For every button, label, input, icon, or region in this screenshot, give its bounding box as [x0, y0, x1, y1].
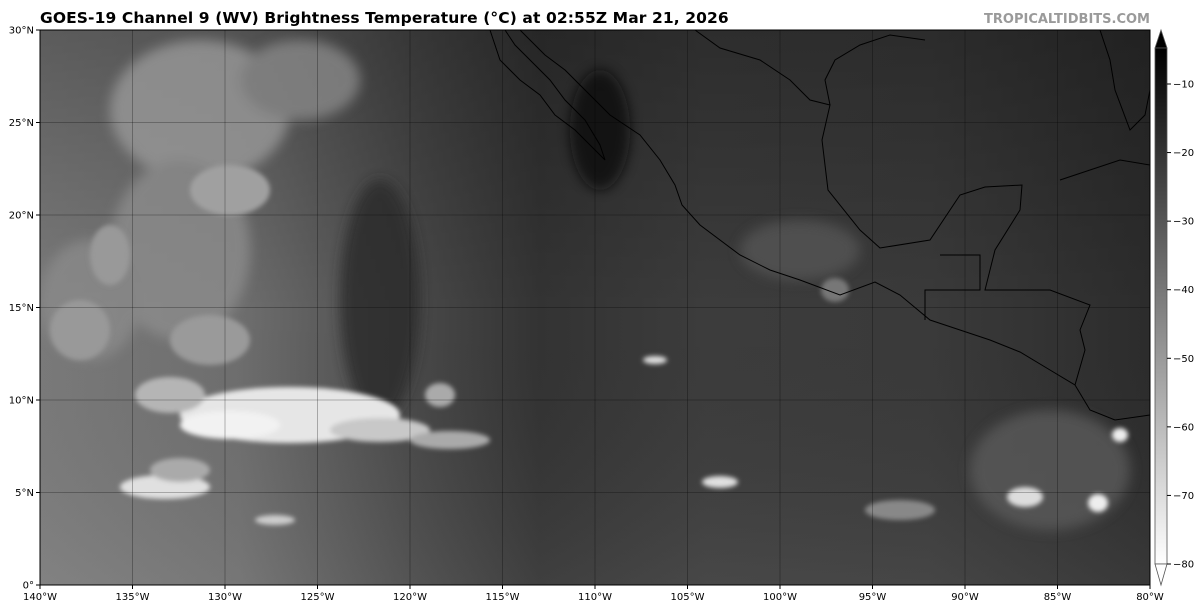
lon-tick-label: 90°W [951, 592, 979, 603]
satellite-imagery [40, 30, 1150, 585]
latitude-axis: 0° 5°N 10°N 15°N 20°N 25°N 30°N [9, 26, 40, 592]
colorbar-gradient [1154, 47, 1168, 565]
lon-tick-label: 140°W [23, 592, 57, 603]
lat-tick-label: 20°N [9, 211, 34, 222]
lon-tick-label: 100°W [763, 592, 797, 603]
lon-tick-label: 115°W [486, 592, 520, 603]
colorbar-tick-label: −40 [1173, 285, 1194, 296]
colorbar-tick-label: −50 [1173, 354, 1194, 365]
lon-tick-label: 130°W [208, 592, 242, 603]
map-title: GOES-19 Channel 9 (WV) Brightness Temper… [40, 9, 729, 27]
lat-tick-label: 0° [23, 581, 34, 592]
lon-tick-label: 85°W [1044, 592, 1072, 603]
lon-tick-label: 105°W [671, 592, 705, 603]
colorbar-tick-label: −70 [1173, 491, 1194, 502]
colorbar-tick-label: −30 [1173, 217, 1194, 228]
lon-tick-label: 80°W [1136, 592, 1164, 603]
coastlines [489, 30, 1150, 421]
lat-tick-label: 25°N [9, 118, 34, 129]
lon-tick-label: 110°W [578, 592, 612, 603]
lat-tick-label: 15°N [9, 303, 34, 314]
lon-tick-label: 95°W [859, 592, 887, 603]
colorbar-extend-warm [1154, 28, 1168, 49]
colorbar-extend-cold [1154, 563, 1168, 587]
colorbar-tick-label: −80 [1173, 560, 1194, 571]
colorbar: −10 −20 −30 −40 −50 −60 −70 −80 [1154, 28, 1194, 587]
colorbar-tick-label: −20 [1173, 148, 1194, 159]
brand-watermark: TROPICALTIDBITS.COM [984, 12, 1150, 27]
longitude-axis: 140°W 135°W 130°W 125°W 120°W 115°W 110°W 105°W… [23, 585, 1164, 603]
lat-tick-label: 30°N [9, 26, 34, 37]
lat-tick-label: 10°N [9, 396, 34, 407]
colorbar-tick-label: −60 [1173, 422, 1194, 433]
lon-tick-label: 135°W [116, 592, 150, 603]
colorbar-tick-label: −10 [1173, 80, 1194, 91]
lon-tick-label: 125°W [301, 592, 335, 603]
lat-tick-label: 5°N [15, 488, 34, 499]
lon-tick-label: 120°W [393, 592, 427, 603]
